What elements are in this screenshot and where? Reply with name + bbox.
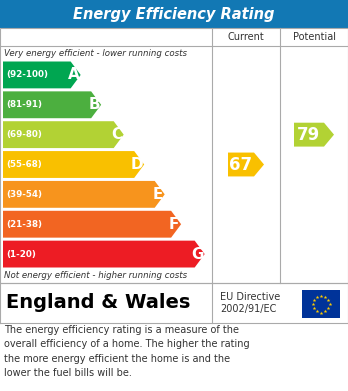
- Text: The energy efficiency rating is a measure of the
overall efficiency of a home. T: The energy efficiency rating is a measur…: [4, 325, 250, 378]
- Bar: [302, 290, 340, 318]
- Text: A: A: [68, 67, 80, 83]
- Text: England & Wales: England & Wales: [6, 294, 190, 312]
- Polygon shape: [3, 181, 165, 208]
- Text: (1-20): (1-20): [6, 249, 36, 258]
- Text: F: F: [169, 217, 179, 232]
- Text: (21-38): (21-38): [6, 220, 42, 229]
- Text: 79: 79: [298, 126, 321, 143]
- Text: B: B: [88, 97, 100, 112]
- Text: G: G: [191, 247, 204, 262]
- Text: Potential: Potential: [293, 32, 335, 42]
- Text: (81-91): (81-91): [6, 100, 42, 109]
- Bar: [0, 0, 348, 28]
- Polygon shape: [3, 121, 124, 148]
- Text: Energy Efficiency Rating: Energy Efficiency Rating: [73, 7, 275, 22]
- Text: 67: 67: [229, 156, 253, 174]
- Polygon shape: [3, 151, 144, 178]
- Polygon shape: [3, 211, 181, 238]
- Text: EU Directive: EU Directive: [220, 292, 280, 302]
- Bar: [0, 283, 348, 323]
- Text: (69-80): (69-80): [6, 130, 42, 139]
- Text: 2002/91/EC: 2002/91/EC: [220, 304, 276, 314]
- Text: C: C: [111, 127, 122, 142]
- Text: Very energy efficient - lower running costs: Very energy efficient - lower running co…: [4, 48, 187, 57]
- Text: E: E: [152, 187, 163, 202]
- Bar: [0, 28, 348, 283]
- Polygon shape: [3, 61, 81, 88]
- Text: Not energy efficient - higher running costs: Not energy efficient - higher running co…: [4, 271, 187, 280]
- Text: (39-54): (39-54): [6, 190, 42, 199]
- Text: (55-68): (55-68): [6, 160, 42, 169]
- Text: Current: Current: [228, 32, 264, 42]
- Polygon shape: [228, 152, 264, 176]
- Polygon shape: [3, 240, 205, 267]
- Polygon shape: [294, 123, 334, 147]
- Text: D: D: [131, 157, 143, 172]
- Text: (92-100): (92-100): [6, 70, 48, 79]
- Polygon shape: [3, 91, 101, 118]
